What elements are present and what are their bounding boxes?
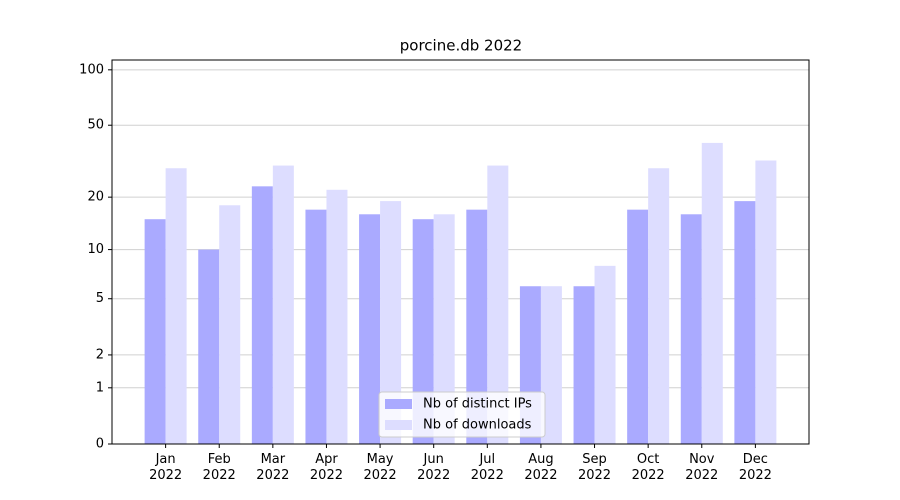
bar [734,201,756,444]
bar [272,165,294,445]
bar [380,201,402,444]
bar [701,142,723,445]
bar [305,209,327,444]
bar [251,186,273,444]
x-tick-label: Jun 2022 [417,452,451,483]
x-tick-label: Aug 2022 [524,452,558,483]
x-tick-label: May 2022 [363,452,397,483]
y-tick-label: 50 [87,118,104,133]
x-tick-label: Jul 2022 [470,452,504,483]
bar [466,209,488,444]
y-tick-label: 2 [96,347,104,362]
legend: Nb of distinct IPs Nb of downloads [378,391,546,438]
x-tick-label: Mar 2022 [256,452,290,483]
bar [540,286,562,444]
bar [648,168,670,444]
y-tick-label: 20 [87,190,104,205]
x-tick-label: Jan 2022 [149,452,183,483]
y-tick-label: 0 [96,437,104,452]
bar [412,219,434,444]
bar [144,219,166,444]
bar [594,265,616,444]
bar [165,168,187,444]
bar [198,249,220,444]
x-tick-label: Sep 2022 [577,452,612,483]
plot-frame [111,59,810,445]
bar [755,160,777,444]
x-tick-label: Feb 2022 [202,452,236,483]
x-tick-label: Dec 2022 [738,452,772,483]
y-tick-label: 100 [79,62,104,77]
y-tick-label: 10 [87,242,104,257]
bar [487,165,509,445]
chart-title: porcine.db 2022 [400,37,522,55]
bar [219,205,241,444]
bar [359,214,381,444]
x-tick-label: Apr 2022 [309,452,343,483]
x-tick-label: Nov 2022 [685,452,719,483]
bar [680,214,702,444]
bar [326,189,348,444]
x-tick-label: Oct 2022 [631,452,665,483]
legend-label: Nb of downloads [423,418,532,433]
legend-label: Nb of distinct IPs [423,397,532,412]
legend-swatch [385,420,412,430]
legend-swatch [385,399,412,409]
legend-box [378,391,546,438]
bar [627,209,649,444]
bar [573,286,595,444]
y-tick-label: 1 [96,380,104,395]
y-tick-label: 5 [96,291,104,306]
bar [433,214,455,444]
